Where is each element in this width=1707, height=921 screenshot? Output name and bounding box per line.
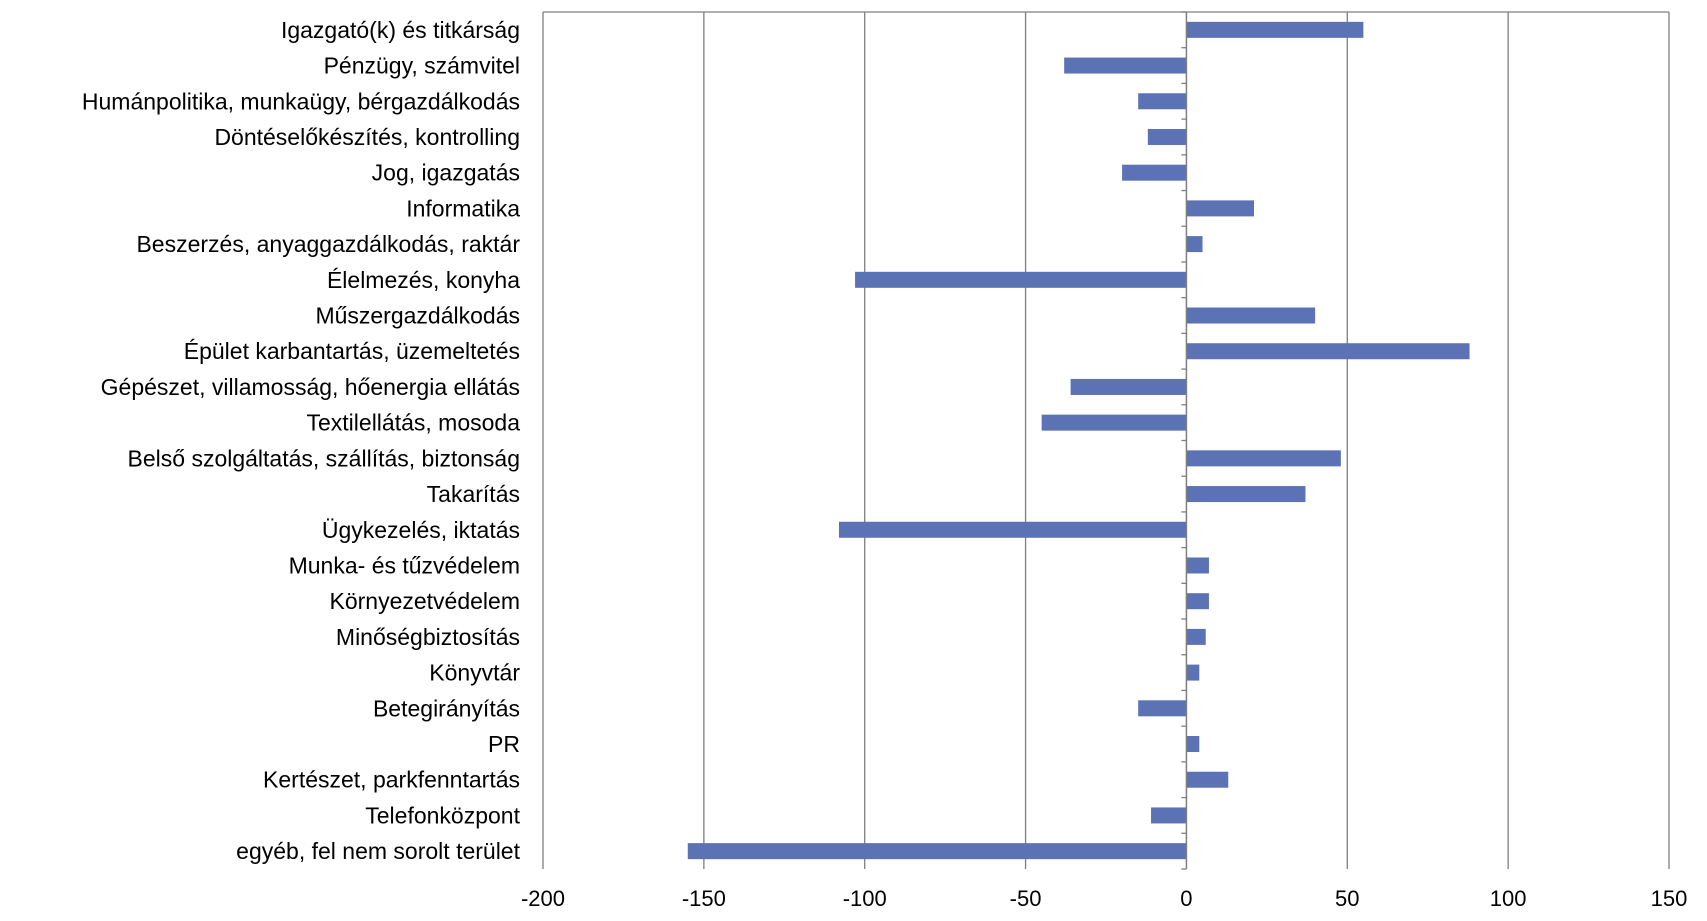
- category-label: Ügykezelés, iktatás: [322, 517, 520, 543]
- bar: [838, 521, 1187, 538]
- bar: [1186, 736, 1200, 753]
- bar: [1064, 57, 1187, 74]
- bar: [1186, 628, 1206, 645]
- x-tick-label: 0: [1180, 886, 1192, 911]
- bar: [1186, 593, 1209, 610]
- category-label: Humánpolitika, munkaügy, bérgazdálkodás: [82, 88, 520, 114]
- x-tick-labels: -200 -150 -100 -50 0 50 100 150: [521, 886, 1687, 911]
- bars: [687, 21, 1470, 860]
- bar: [1138, 93, 1187, 110]
- x-tick-label: -200: [521, 886, 565, 911]
- bar: [1186, 557, 1209, 574]
- category-label: PR: [488, 731, 520, 757]
- category-label: Jog, igazgatás: [372, 160, 520, 186]
- category-label: Műszergazdálkodás: [315, 303, 520, 329]
- category-label: Betegirányítás: [373, 695, 520, 721]
- bar: [1186, 664, 1200, 681]
- category-label: Kertészet, parkfenntartás: [263, 767, 520, 793]
- x-tick-label: 100: [1490, 886, 1527, 911]
- category-label: Belső szolgáltatás, szállítás, biztonság: [128, 445, 520, 471]
- category-label: Informatika: [406, 195, 520, 221]
- bar: [1186, 450, 1341, 467]
- grid-lines: [542, 12, 1670, 869]
- x-tick-label: -100: [843, 886, 887, 911]
- category-label: Pénzügy, számvitel: [324, 53, 520, 79]
- category-label: Beszerzés, anyaggazdálkodás, raktár: [136, 231, 520, 257]
- category-label: Minőségbiztosítás: [336, 624, 520, 650]
- bar: [855, 271, 1187, 288]
- category-label: Élelmezés, konyha: [327, 267, 520, 293]
- bar: [1122, 164, 1187, 181]
- bar: [687, 843, 1187, 860]
- bar: [1186, 307, 1316, 324]
- category-labels: Igazgató(k) és titkárság Pénzügy, számvit…: [82, 17, 521, 864]
- x-tick-label: 150: [1651, 886, 1688, 911]
- bar: [1147, 128, 1187, 145]
- bar: [1186, 200, 1254, 217]
- bar: [1186, 343, 1470, 360]
- category-label: Telefonközpont: [365, 802, 520, 828]
- category-label: Munka- és tűzvédelem: [289, 552, 520, 578]
- category-label: Takarítás: [427, 481, 520, 507]
- category-label: Könyvtár: [429, 660, 520, 686]
- x-tick-label: -150: [682, 886, 726, 911]
- bar: [1186, 486, 1306, 503]
- category-label: egyéb, fel nem sorolt terület: [236, 838, 520, 864]
- category-label: Döntéselőkészítés, kontrolling: [214, 124, 520, 150]
- x-tick-label: -50: [1010, 886, 1042, 911]
- bar: [1186, 771, 1229, 788]
- x-tick-label: 50: [1335, 886, 1359, 911]
- bar: [1186, 21, 1364, 38]
- category-label: Igazgató(k) és titkárság: [281, 17, 520, 43]
- bar: [1070, 378, 1187, 395]
- bar: [1138, 700, 1187, 717]
- bar: [1151, 807, 1187, 824]
- category-label: Gépészet, villamosság, hőenergia ellátás: [101, 374, 520, 400]
- category-label: Környezetvédelem: [330, 588, 521, 614]
- bar: [1186, 236, 1203, 253]
- bar: [1041, 414, 1187, 431]
- category-label: Épület karbantartás, üzemeltetés: [184, 338, 520, 364]
- axes: [543, 11, 1669, 870]
- category-label: Textilellátás, mosoda: [307, 410, 521, 436]
